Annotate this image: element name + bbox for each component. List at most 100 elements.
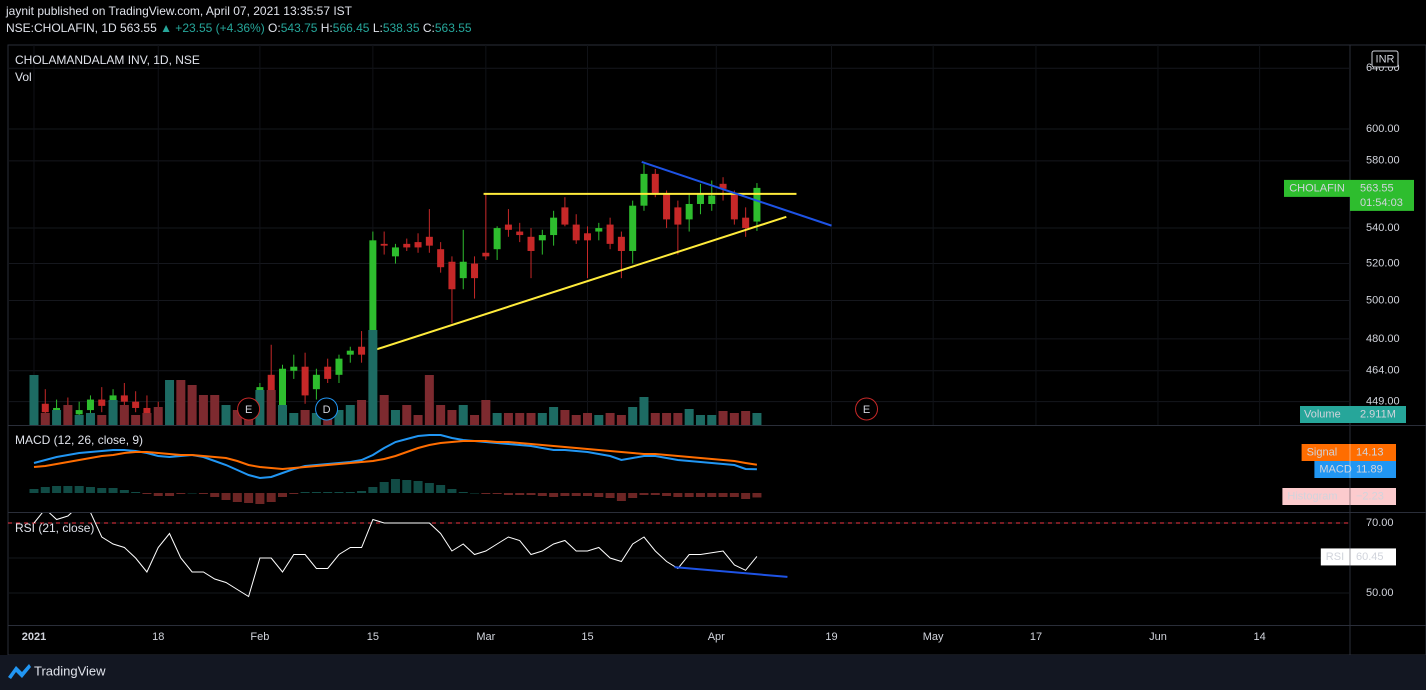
series-label-value: 14.13 bbox=[1356, 446, 1384, 458]
histogram-bar bbox=[311, 492, 321, 493]
histogram-bar bbox=[131, 492, 141, 493]
histogram-bar bbox=[97, 488, 107, 493]
histogram-bar bbox=[560, 493, 570, 496]
histogram-bar bbox=[266, 493, 276, 502]
histogram-bar bbox=[549, 493, 559, 497]
histogram-bar bbox=[402, 480, 412, 493]
histogram-bar bbox=[571, 493, 581, 496]
series-label-box bbox=[1301, 444, 1396, 461]
volume-bar bbox=[549, 406, 559, 425]
volume-bar bbox=[470, 415, 480, 425]
candle-body bbox=[595, 228, 603, 232]
y-tick-label: 449.00 bbox=[1366, 396, 1400, 408]
volume-pane bbox=[29, 330, 762, 425]
histogram-bar bbox=[390, 479, 400, 493]
volume-bar bbox=[526, 413, 536, 425]
histogram-bar bbox=[616, 493, 626, 501]
volume-bar bbox=[707, 415, 717, 425]
x-tick-label: May bbox=[923, 631, 944, 643]
candle-body bbox=[696, 193, 704, 204]
currency[interactable]: INR bbox=[1376, 53, 1395, 65]
histogram-bar bbox=[458, 492, 468, 493]
trend-line bbox=[370, 215, 787, 353]
event-label: E bbox=[245, 404, 252, 416]
volume-bar bbox=[153, 406, 163, 425]
histogram-bar bbox=[52, 486, 62, 493]
symbol-label: CHOLAFIN bbox=[1289, 182, 1345, 194]
histogram-bar bbox=[221, 493, 231, 500]
histogram-bar bbox=[74, 486, 84, 493]
histogram-bar bbox=[436, 485, 446, 493]
histogram-bar bbox=[662, 493, 672, 496]
symbol: NSE:CHOLAFIN, 1D bbox=[6, 21, 117, 35]
candle-body bbox=[651, 173, 659, 194]
histogram-bar bbox=[684, 493, 694, 497]
volume-bar bbox=[210, 395, 220, 425]
candle-body bbox=[516, 231, 524, 236]
countdown: 01:54:03 bbox=[1360, 197, 1403, 209]
volume-bar bbox=[266, 390, 276, 425]
volume-bar bbox=[232, 410, 242, 425]
candle-body bbox=[640, 173, 648, 206]
series-label-value: −2.23 bbox=[1356, 490, 1384, 502]
x-tick-label: Apr bbox=[708, 631, 725, 643]
volume-bar bbox=[198, 395, 208, 425]
candle-body bbox=[606, 224, 614, 244]
histogram-bar bbox=[424, 483, 434, 493]
currency-box[interactable] bbox=[1371, 50, 1399, 68]
price-pane bbox=[8, 45, 1350, 425]
histogram-bar bbox=[357, 491, 367, 493]
volume-bar bbox=[741, 411, 751, 425]
l-label: L: bbox=[373, 21, 383, 35]
volume-bar bbox=[289, 413, 299, 425]
y-tick-label: 500.00 bbox=[1366, 294, 1400, 306]
histogram-bar bbox=[379, 482, 389, 493]
volume-bar bbox=[63, 405, 73, 425]
volume-bar bbox=[616, 415, 626, 425]
candle-body bbox=[719, 183, 727, 189]
histogram-bar bbox=[368, 487, 378, 493]
candle-body bbox=[335, 358, 343, 375]
volume-bar bbox=[639, 396, 649, 425]
histogram-bar bbox=[503, 493, 513, 495]
rsi-title: RSI (21, close) bbox=[15, 521, 94, 535]
volume-bar bbox=[503, 413, 513, 425]
symbol-line: NSE:CHOLAFIN, 1D 563.55 ▲ +23.55 (+4.36%… bbox=[6, 21, 472, 35]
volume-bar bbox=[368, 330, 378, 425]
volume-bar bbox=[334, 410, 344, 425]
histogram-bar bbox=[537, 493, 547, 496]
candle-body bbox=[414, 242, 422, 248]
series-label-name: RSI bbox=[1326, 551, 1344, 563]
volume-bar bbox=[142, 413, 152, 425]
y-tick-label: 600.00 bbox=[1366, 123, 1400, 135]
histogram-bar bbox=[63, 486, 73, 493]
histogram-bar bbox=[323, 492, 333, 493]
histogram-bar bbox=[628, 493, 638, 498]
volume-bar bbox=[390, 410, 400, 425]
c-value: 563.55 bbox=[435, 21, 472, 35]
volume-name: Volume bbox=[1304, 408, 1341, 420]
candle-body bbox=[41, 403, 49, 413]
event-label: D bbox=[323, 404, 331, 416]
candle-body bbox=[312, 374, 320, 390]
histogram-bar bbox=[515, 493, 525, 495]
histogram-bar bbox=[413, 481, 423, 493]
histogram-bar bbox=[198, 493, 208, 494]
rsi-pane bbox=[8, 513, 1350, 598]
author-line: jaynit published on TradingView.com, Apr… bbox=[5, 4, 353, 18]
x-tick-label: 2021 bbox=[22, 631, 46, 643]
volume-bar bbox=[594, 415, 604, 425]
histogram-bar bbox=[741, 493, 751, 499]
histogram-bar bbox=[300, 492, 310, 493]
y-tick-label: 520.00 bbox=[1366, 257, 1400, 269]
volume-bar bbox=[379, 395, 389, 425]
series-label-box bbox=[1320, 548, 1396, 566]
volume-bar bbox=[458, 405, 468, 425]
histogram-bar bbox=[447, 489, 457, 493]
volume-bar bbox=[447, 410, 457, 425]
candle-body bbox=[538, 235, 546, 241]
event-marker bbox=[237, 397, 261, 421]
histogram-bar bbox=[165, 493, 175, 496]
volume-bar bbox=[74, 415, 84, 425]
